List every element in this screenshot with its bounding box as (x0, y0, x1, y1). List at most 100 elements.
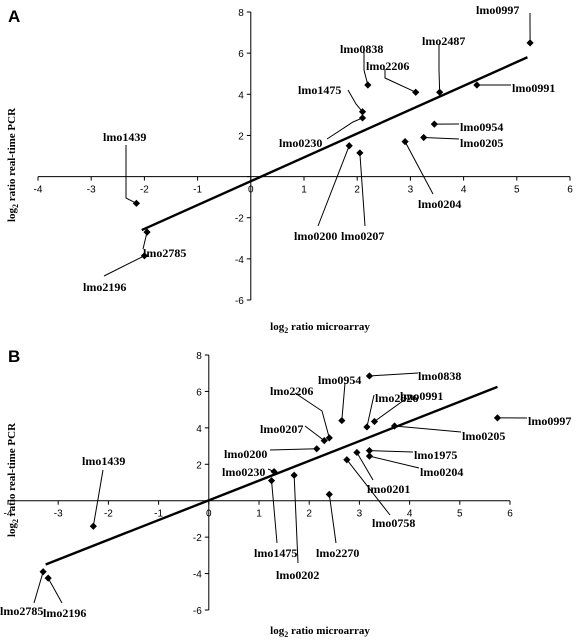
point-label: lmo0200 (294, 229, 337, 243)
leader-line (423, 136, 460, 140)
x-axis-title: log2 ratio microarray (270, 625, 370, 639)
leader-line (369, 450, 414, 453)
data-point (132, 199, 141, 207)
y-tick-label: -6 (193, 606, 202, 617)
data-point (325, 490, 333, 498)
point-label: lmo0997 (528, 414, 571, 428)
x-tick-label: 2 (354, 185, 360, 196)
leader-line (269, 448, 317, 451)
point-label: lmo0207 (260, 422, 303, 436)
point-label: lmo0204 (418, 197, 461, 211)
leader-line (369, 372, 419, 377)
leader-line (317, 145, 350, 227)
point-label: lmo0205 (460, 136, 503, 150)
data-point (364, 81, 372, 89)
x-tick-label: 4 (407, 509, 413, 520)
point-label: lmo2487 (422, 34, 465, 48)
leader-line (346, 459, 391, 516)
leader-line (438, 44, 441, 93)
x-tick-label: -4 (4, 509, 13, 520)
x-tick-label: 4 (461, 185, 467, 196)
data-point (365, 452, 374, 460)
data-point (493, 414, 502, 422)
data-point (365, 447, 374, 455)
data-point (412, 88, 420, 96)
x-tick-label: 6 (507, 509, 513, 520)
data-point (401, 138, 409, 146)
regression-line (45, 385, 498, 566)
point-label: lmo2785 (0, 604, 43, 618)
x-tick-label: 0 (206, 509, 212, 520)
data-point (325, 434, 333, 442)
point-label: lmo0207 (341, 229, 384, 243)
point-label: lmo0202 (276, 568, 319, 582)
x-tick-label: 6 (567, 185, 573, 196)
leader-line (293, 475, 299, 564)
point-label: lmo0230 (222, 465, 265, 479)
y-tick-label: 2 (196, 460, 202, 471)
point-label: lmo0954 (318, 373, 361, 387)
y-tick-label: -2 (193, 533, 202, 544)
leader-line (304, 425, 325, 442)
x-axis-title: log2 ratio microarray (270, 321, 370, 335)
point-label: lmo0200 (224, 447, 267, 461)
point-label: lmo0204 (420, 465, 463, 479)
point-label: lmo0205 (462, 429, 505, 443)
x-tick-label: 3 (357, 509, 363, 520)
y-tick-label: 4 (196, 424, 202, 435)
data-point (430, 120, 438, 128)
data-point (320, 437, 328, 445)
leader-line (103, 255, 145, 277)
leader-line (347, 89, 363, 113)
point-label: lmo2206 (366, 59, 409, 73)
point-label: lmo2196 (83, 280, 126, 294)
y-tick-label: -4 (235, 255, 244, 266)
point-label: lmo2196 (43, 606, 86, 620)
point-label: lmo1439 (103, 130, 146, 144)
leader-line (271, 480, 278, 544)
leader-line (369, 455, 420, 469)
y-tick-label: 8 (196, 351, 202, 362)
data-point (390, 422, 399, 430)
point-label: lmo0954 (460, 120, 503, 134)
leader-line (366, 394, 375, 428)
y-axis-title: log2 ratio real-time PCR (6, 107, 20, 222)
leader-line (394, 425, 462, 433)
point-label: lmo0991 (512, 81, 555, 95)
y-tick-label: 6 (238, 49, 244, 60)
point-label: lmo0991 (400, 389, 443, 403)
data-point (343, 456, 351, 464)
leader-line (47, 577, 63, 604)
x-tick-label: 1 (256, 509, 262, 520)
point-label: lmo2826 (375, 391, 418, 405)
data-point (267, 477, 276, 485)
leader-line (33, 571, 44, 604)
data-point (358, 108, 367, 116)
leader-line (404, 141, 434, 195)
x-tick-label: -1 (154, 509, 163, 520)
leader-line (341, 382, 346, 421)
point-label: lmo0838 (418, 369, 461, 383)
y-tick-label: 6 (196, 387, 202, 398)
x-tick-label: -1 (193, 185, 202, 196)
data-point (363, 423, 371, 431)
x-tick-label: 5 (457, 509, 463, 520)
point-label: lmo0230 (279, 136, 322, 150)
x-tick-label: 2 (306, 509, 312, 520)
y-tick-label: 2 (238, 131, 244, 142)
point-label: lmo2270 (316, 546, 359, 560)
x-tick-label: 3 (408, 185, 414, 196)
leader-line (374, 397, 408, 422)
x-tick-label: 1 (301, 185, 307, 196)
data-point (89, 522, 97, 530)
chart-panel-A: A -4 -3 -2 -1 0 1 2 3 4 5 6 -6 -4 -2 2 4 6 8 log2 ratio mic… (6, 3, 573, 335)
x-tick-label: 5 (514, 185, 520, 196)
data-point (526, 39, 534, 47)
data-point (44, 574, 52, 582)
point-label: lmo2206 (270, 384, 313, 398)
leader-line (363, 52, 369, 86)
data-point (436, 88, 444, 96)
data-point (270, 467, 278, 476)
point-label: lmo0838 (340, 42, 383, 56)
